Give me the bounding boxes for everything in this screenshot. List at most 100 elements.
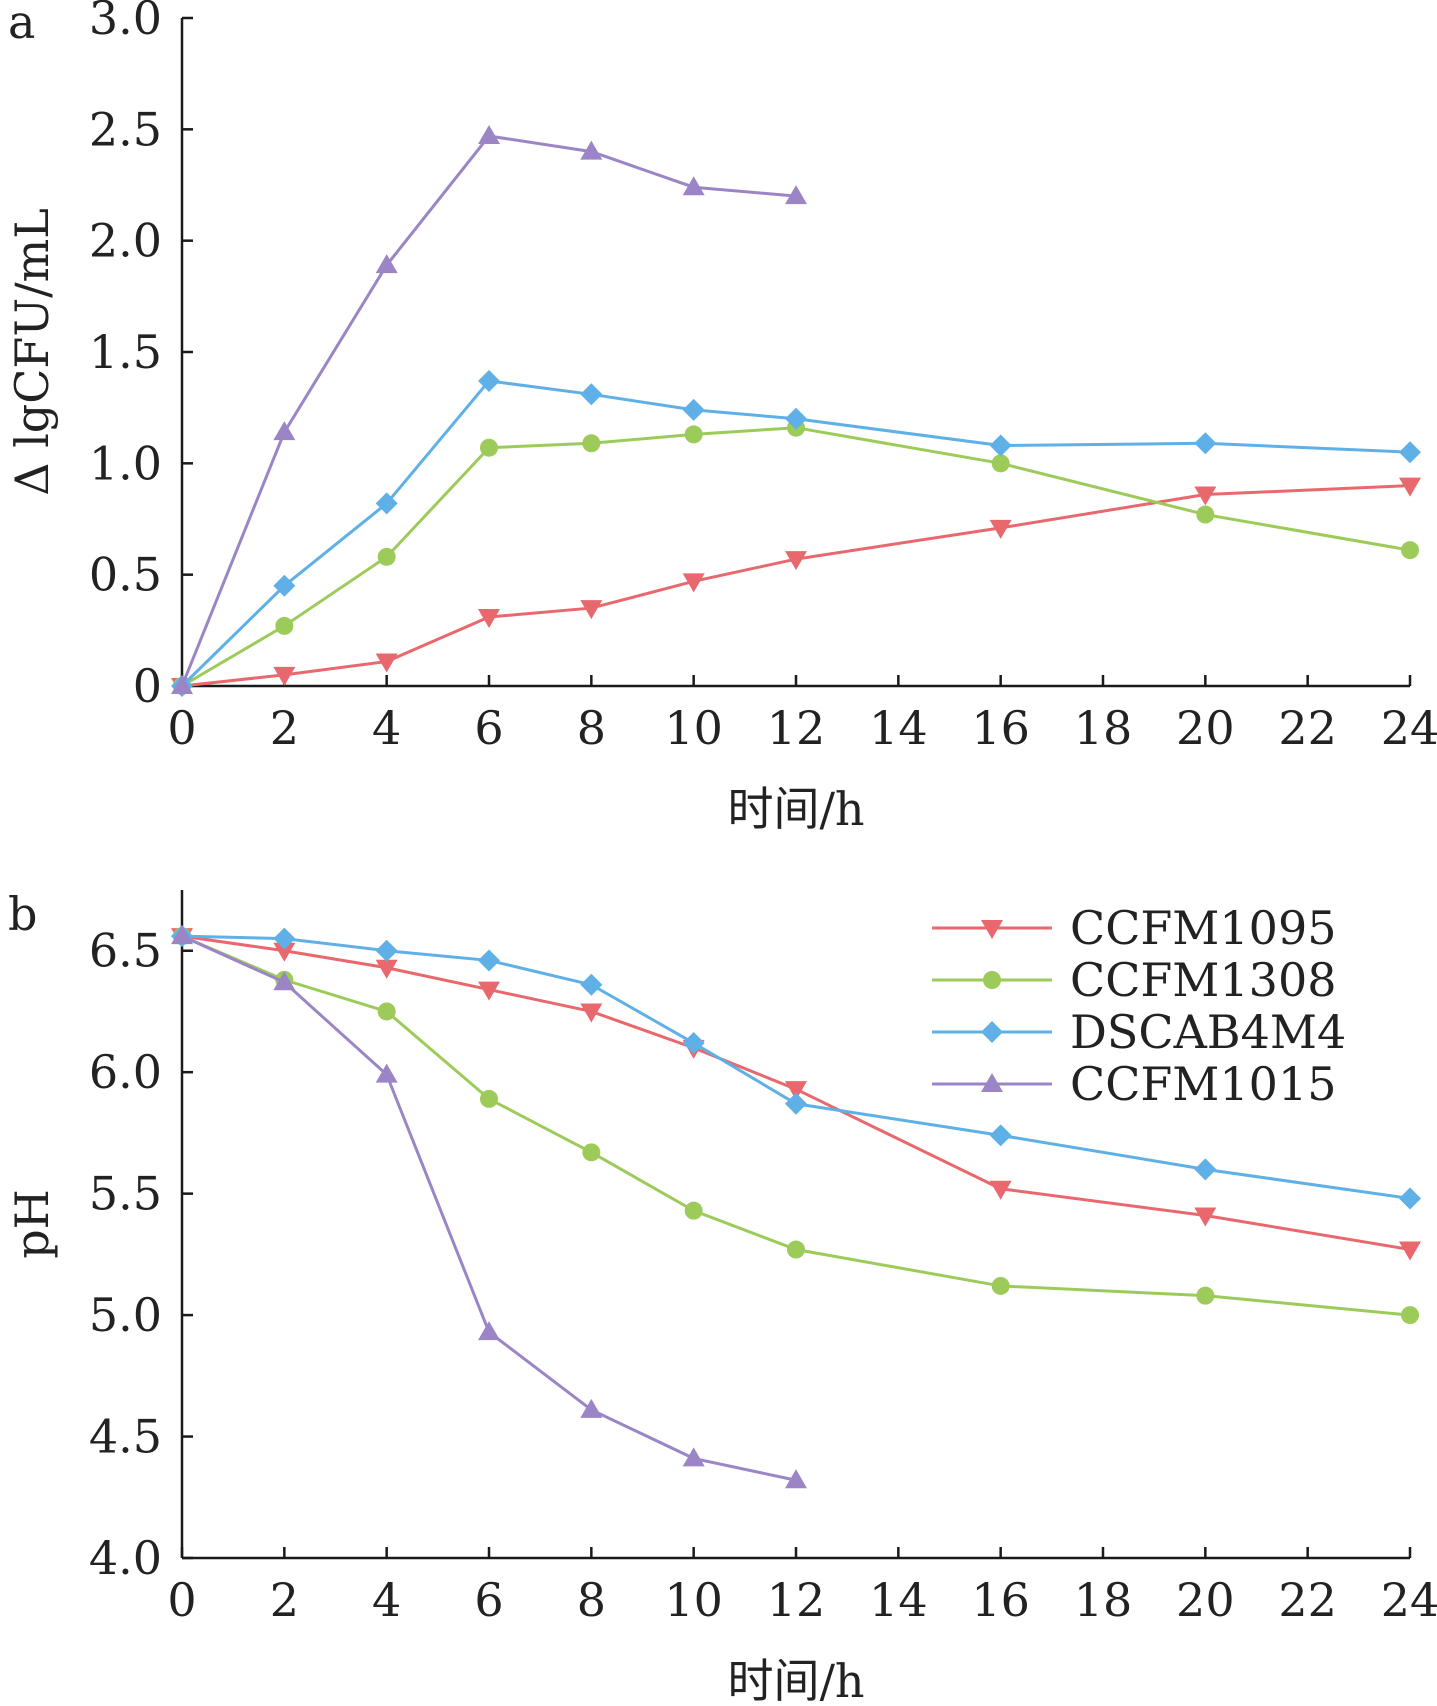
series-line	[181, 484, 1411, 688]
y-tick-label: 4.5	[89, 1410, 162, 1464]
x-tick-label: 10	[664, 1573, 723, 1627]
data-point	[1196, 505, 1215, 524]
x-tick-label: 12	[767, 1573, 826, 1627]
data-point	[273, 666, 296, 686]
data-point	[1401, 541, 1419, 560]
data-point	[480, 438, 498, 457]
x-tick-label: 16	[971, 701, 1030, 755]
y-tick-label: 3.0	[89, 0, 162, 45]
data-point	[275, 616, 294, 635]
data-point	[478, 949, 500, 972]
data-point	[375, 959, 398, 979]
x-tick-label: 20	[1176, 1573, 1235, 1627]
data-point	[989, 434, 1012, 457]
legend-label: CCFM1095	[1070, 901, 1336, 955]
x-tick-label: 8	[577, 701, 606, 755]
data-point	[478, 369, 500, 392]
x-tick-label: 18	[1074, 701, 1133, 755]
y-tick-label: 5.0	[89, 1288, 162, 1342]
data-point	[582, 1143, 601, 1162]
series-ccfm1015	[171, 925, 807, 1489]
data-point	[785, 1469, 807, 1489]
y-tick-label: 0.5	[89, 548, 162, 602]
data-point	[580, 140, 603, 160]
data-point	[989, 1180, 1012, 1200]
y-tick-label: 5.5	[89, 1167, 162, 1221]
panel-a: 0 2 4 6 8 10 12 14 16 18 20 22 2400.51.01.52.02.53.0…	[5, 0, 1437, 836]
data-point	[1194, 1158, 1217, 1181]
data-point	[785, 185, 807, 205]
data-point	[1401, 1306, 1419, 1325]
panel-label: a	[8, 0, 35, 49]
data-point	[171, 675, 193, 694]
data-point	[1196, 1286, 1215, 1305]
data-point	[989, 1124, 1012, 1147]
data-point	[1399, 477, 1421, 497]
data-point	[682, 398, 705, 421]
data-point	[171, 925, 193, 945]
x-tick-label: 4	[372, 1573, 401, 1627]
data-point	[682, 1447, 705, 1467]
series-line	[180, 379, 1411, 688]
data-point	[273, 421, 296, 441]
legend-marker	[981, 920, 1003, 939]
data-point	[1194, 432, 1217, 455]
data-point	[580, 1398, 603, 1418]
y-axis-title: Δ lgCFU/mL	[5, 208, 59, 496]
panel-b: 0 2 4 6 8 10 12 14 16 18 20 22 244.04.55.05.56.06.5b…	[5, 887, 1437, 1706]
data-point	[785, 551, 807, 571]
legend-label: CCFM1308	[1070, 953, 1336, 1007]
data-point	[580, 973, 603, 996]
data-point	[375, 254, 398, 274]
data-point	[375, 492, 398, 515]
data-point	[991, 454, 1010, 473]
data-point	[1194, 486, 1217, 506]
legend-marker	[981, 1021, 1003, 1043]
y-tick-label: 1.0	[89, 436, 162, 490]
y-tick-label: 4.0	[89, 1531, 162, 1585]
data-point	[480, 1089, 498, 1108]
data-point	[375, 653, 398, 673]
series-line	[181, 934, 1411, 1251]
data-point	[478, 981, 500, 1001]
series-dscab4m4	[171, 369, 1421, 697]
data-point	[785, 1092, 807, 1115]
series-ccfm1015	[171, 125, 807, 694]
data-point	[582, 434, 601, 453]
series-line	[181, 934, 1411, 1317]
x-tick-label: 14	[869, 701, 928, 755]
panel-label: b	[8, 887, 37, 941]
x-tick-label: 6	[474, 701, 503, 755]
series-dscab4m4	[171, 925, 1421, 1210]
legend-marker	[983, 971, 1001, 989]
y-tick-label: 1.5	[89, 325, 162, 379]
y-tick-label: 6.5	[89, 924, 162, 978]
x-tick-label: 2	[270, 701, 299, 755]
x-tick-label: 4	[372, 701, 401, 755]
data-point	[682, 573, 705, 593]
x-axis-title: 时间/h	[727, 1654, 864, 1701]
data-point	[991, 1276, 1010, 1295]
y-tick-label: 0	[133, 659, 162, 713]
series-line	[181, 426, 1411, 688]
x-tick-label: 14	[869, 1573, 928, 1627]
data-point	[273, 927, 296, 950]
data-point	[684, 1201, 703, 1220]
data-point	[785, 1081, 807, 1101]
series-line	[181, 934, 797, 1482]
data-point	[377, 1002, 396, 1021]
data-point	[787, 1240, 805, 1259]
x-tick-label: 22	[1278, 1573, 1337, 1627]
data-point	[273, 574, 296, 597]
legend-label: CCFM1015	[1070, 1057, 1336, 1111]
x-tick-label: 8	[577, 1573, 606, 1627]
x-tick-label: 10	[664, 701, 723, 755]
y-tick-label: 6.0	[89, 1045, 162, 1099]
data-point	[1399, 1241, 1421, 1261]
data-point	[478, 125, 500, 145]
x-tick-label: 24	[1381, 1573, 1437, 1627]
data-point	[580, 600, 603, 620]
